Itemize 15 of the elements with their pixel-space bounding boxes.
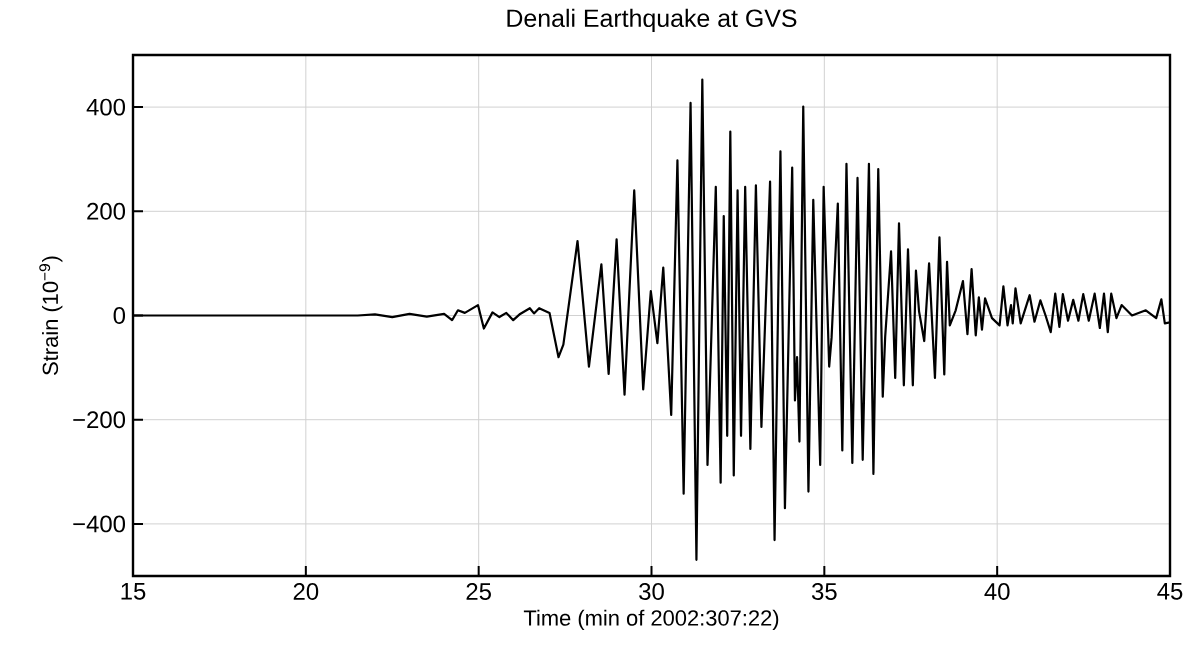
x-tick-label: 45	[1157, 583, 1183, 600]
y-axis-title: Strain (10$^{−9}$)	[39, 256, 63, 375]
x-tick-label: 30	[639, 583, 664, 600]
y-tick-label: 200	[87, 202, 126, 220]
x-axis-title: Time (min of 2002:307:22)	[523, 609, 779, 631]
x-tick-label: 15	[121, 583, 146, 600]
y-tick-label: 0	[113, 307, 126, 324]
x-tick-label: 35	[811, 583, 837, 600]
x-tick-label: 25	[466, 583, 491, 600]
y-tick-label: 400	[86, 98, 126, 116]
x-tick-label: 20	[293, 583, 319, 600]
chart-title: Denali Earthquake at GVS	[507, 8, 797, 32]
y-tick-label: −200	[73, 411, 126, 429]
y-tick-label: −400	[73, 515, 126, 533]
x-tick-label: 40	[984, 583, 1010, 600]
